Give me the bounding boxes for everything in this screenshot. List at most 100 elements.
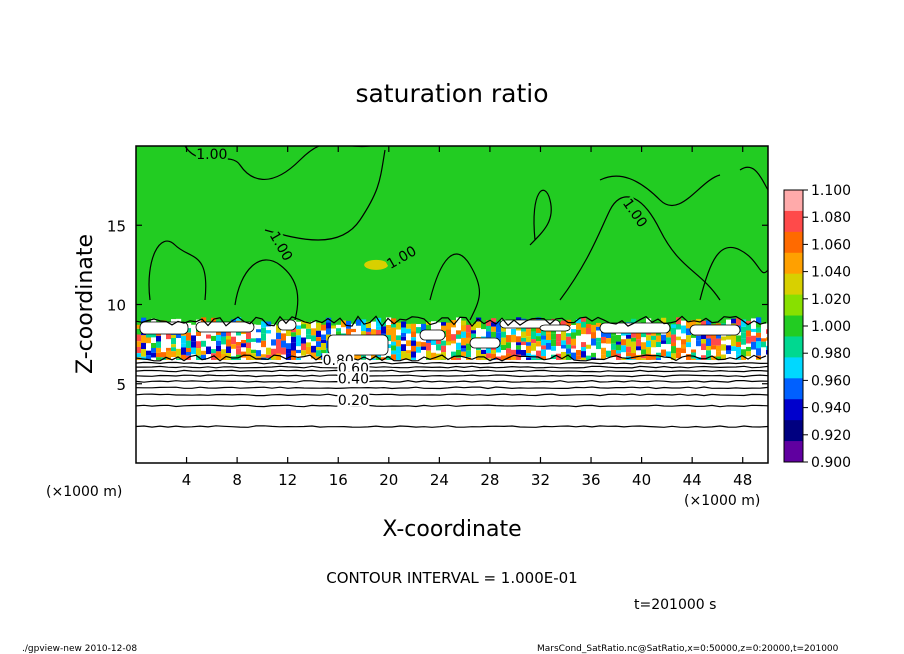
cloud-cell — [531, 339, 537, 344]
cloud-cell — [586, 334, 592, 342]
cloud-cell — [666, 337, 672, 345]
cloud-cell — [146, 337, 152, 344]
colorbar-label: 1.080 — [811, 210, 851, 226]
cloud-cell — [201, 346, 207, 351]
cloud-cell — [761, 323, 767, 331]
cloud-cell — [446, 329, 452, 335]
cloud-cell — [431, 352, 437, 361]
cloud-cell — [256, 324, 262, 330]
cloud-cell — [236, 342, 242, 346]
cloud-cell — [736, 341, 742, 348]
cloud-cell — [451, 340, 457, 344]
saturated-region — [136, 146, 768, 326]
cloud-cell — [626, 346, 632, 353]
cloud-cell — [666, 331, 672, 338]
cloud-cell — [591, 332, 597, 339]
cloud-cell — [601, 354, 607, 359]
cloud-cell — [601, 329, 607, 337]
contour-line — [136, 361, 768, 365]
cloud-cell — [541, 349, 547, 357]
cloud-cell — [656, 335, 662, 342]
cloud-cell — [226, 339, 232, 347]
cloud-cell — [586, 344, 592, 349]
cloud-cell — [416, 327, 422, 334]
cloud-cell — [261, 347, 267, 355]
cloud-cell — [641, 342, 647, 350]
cloud-cell — [171, 337, 177, 345]
cloud-cell — [646, 335, 652, 341]
cloud-cell — [671, 346, 677, 354]
cloud-cell — [566, 348, 572, 354]
cloud-cell — [761, 347, 767, 356]
cloud-cell — [306, 346, 312, 355]
cloud-cell — [266, 330, 272, 334]
cloud-cell — [641, 349, 647, 355]
cloud-cell — [436, 322, 442, 330]
cloud-cell — [721, 354, 727, 360]
cloud-cell — [701, 339, 707, 344]
cloud-cell — [461, 325, 467, 332]
cloud-cell — [516, 345, 522, 350]
cloud-white-patch — [689, 324, 741, 336]
cloud-cell — [261, 340, 267, 348]
cloud-cell — [661, 317, 667, 324]
cloud-cell — [631, 330, 637, 338]
cloud-cell — [276, 346, 282, 354]
cloud-cell — [136, 346, 142, 354]
cloud-cell — [436, 350, 442, 354]
cloud-cell — [721, 336, 727, 341]
cloud-cell — [391, 327, 397, 334]
cloud-cell — [641, 337, 647, 343]
cloud-cell — [526, 329, 532, 337]
cloud-cell — [296, 321, 302, 326]
cloud-cell — [646, 318, 652, 325]
cloud-cell — [556, 333, 562, 342]
cloud-cell — [271, 331, 277, 340]
cloud-cell — [631, 337, 637, 342]
cloud-cell — [256, 338, 262, 343]
cloud-cell — [411, 331, 417, 338]
cloud-cell — [396, 340, 402, 347]
cloud-cell — [191, 335, 197, 342]
cloud-cell — [521, 326, 527, 332]
cloud-cell — [736, 335, 742, 342]
cloud-white-patch — [195, 321, 255, 333]
cloud-cell — [461, 331, 467, 338]
cloud-cell — [696, 335, 702, 341]
cloud-cell — [206, 354, 212, 358]
cloud-cell — [671, 334, 677, 343]
cloud-cell — [661, 349, 667, 357]
x-tick-label: 48 — [733, 471, 752, 489]
cloud-cell — [171, 334, 177, 338]
cloud-cell — [246, 332, 252, 340]
cloud-cell — [476, 327, 482, 332]
cloud-cell — [356, 325, 362, 329]
cloud-cell — [386, 340, 392, 345]
cloud-cell — [356, 319, 362, 326]
cloud-cell — [706, 320, 712, 326]
cloud-cell — [481, 349, 487, 355]
cloud-cell — [761, 355, 767, 363]
cloud-cell — [486, 325, 492, 332]
cloud-cell — [296, 325, 302, 330]
cloud-cell — [401, 324, 407, 328]
cloud-cell — [306, 322, 312, 329]
cloud-cell — [176, 341, 182, 349]
cloud-cell — [301, 328, 307, 333]
cloud-cell — [581, 321, 587, 328]
cloud-cell — [501, 337, 507, 345]
cloud-cell — [741, 338, 747, 345]
cloud-cell — [221, 349, 227, 354]
cloud-cell — [526, 345, 532, 354]
cloud-cell — [586, 319, 592, 324]
cloud-cell — [701, 333, 707, 340]
cloud-cell — [461, 345, 467, 349]
x-tick-label: 4 — [182, 471, 192, 489]
cloud-cell — [466, 337, 472, 344]
cloud-cell — [541, 327, 547, 336]
cloud-cell — [136, 353, 142, 358]
cloud-cell — [456, 349, 462, 358]
cloud-cell — [686, 328, 692, 336]
cloud-cell — [156, 347, 162, 353]
cloud-cell — [211, 340, 217, 345]
